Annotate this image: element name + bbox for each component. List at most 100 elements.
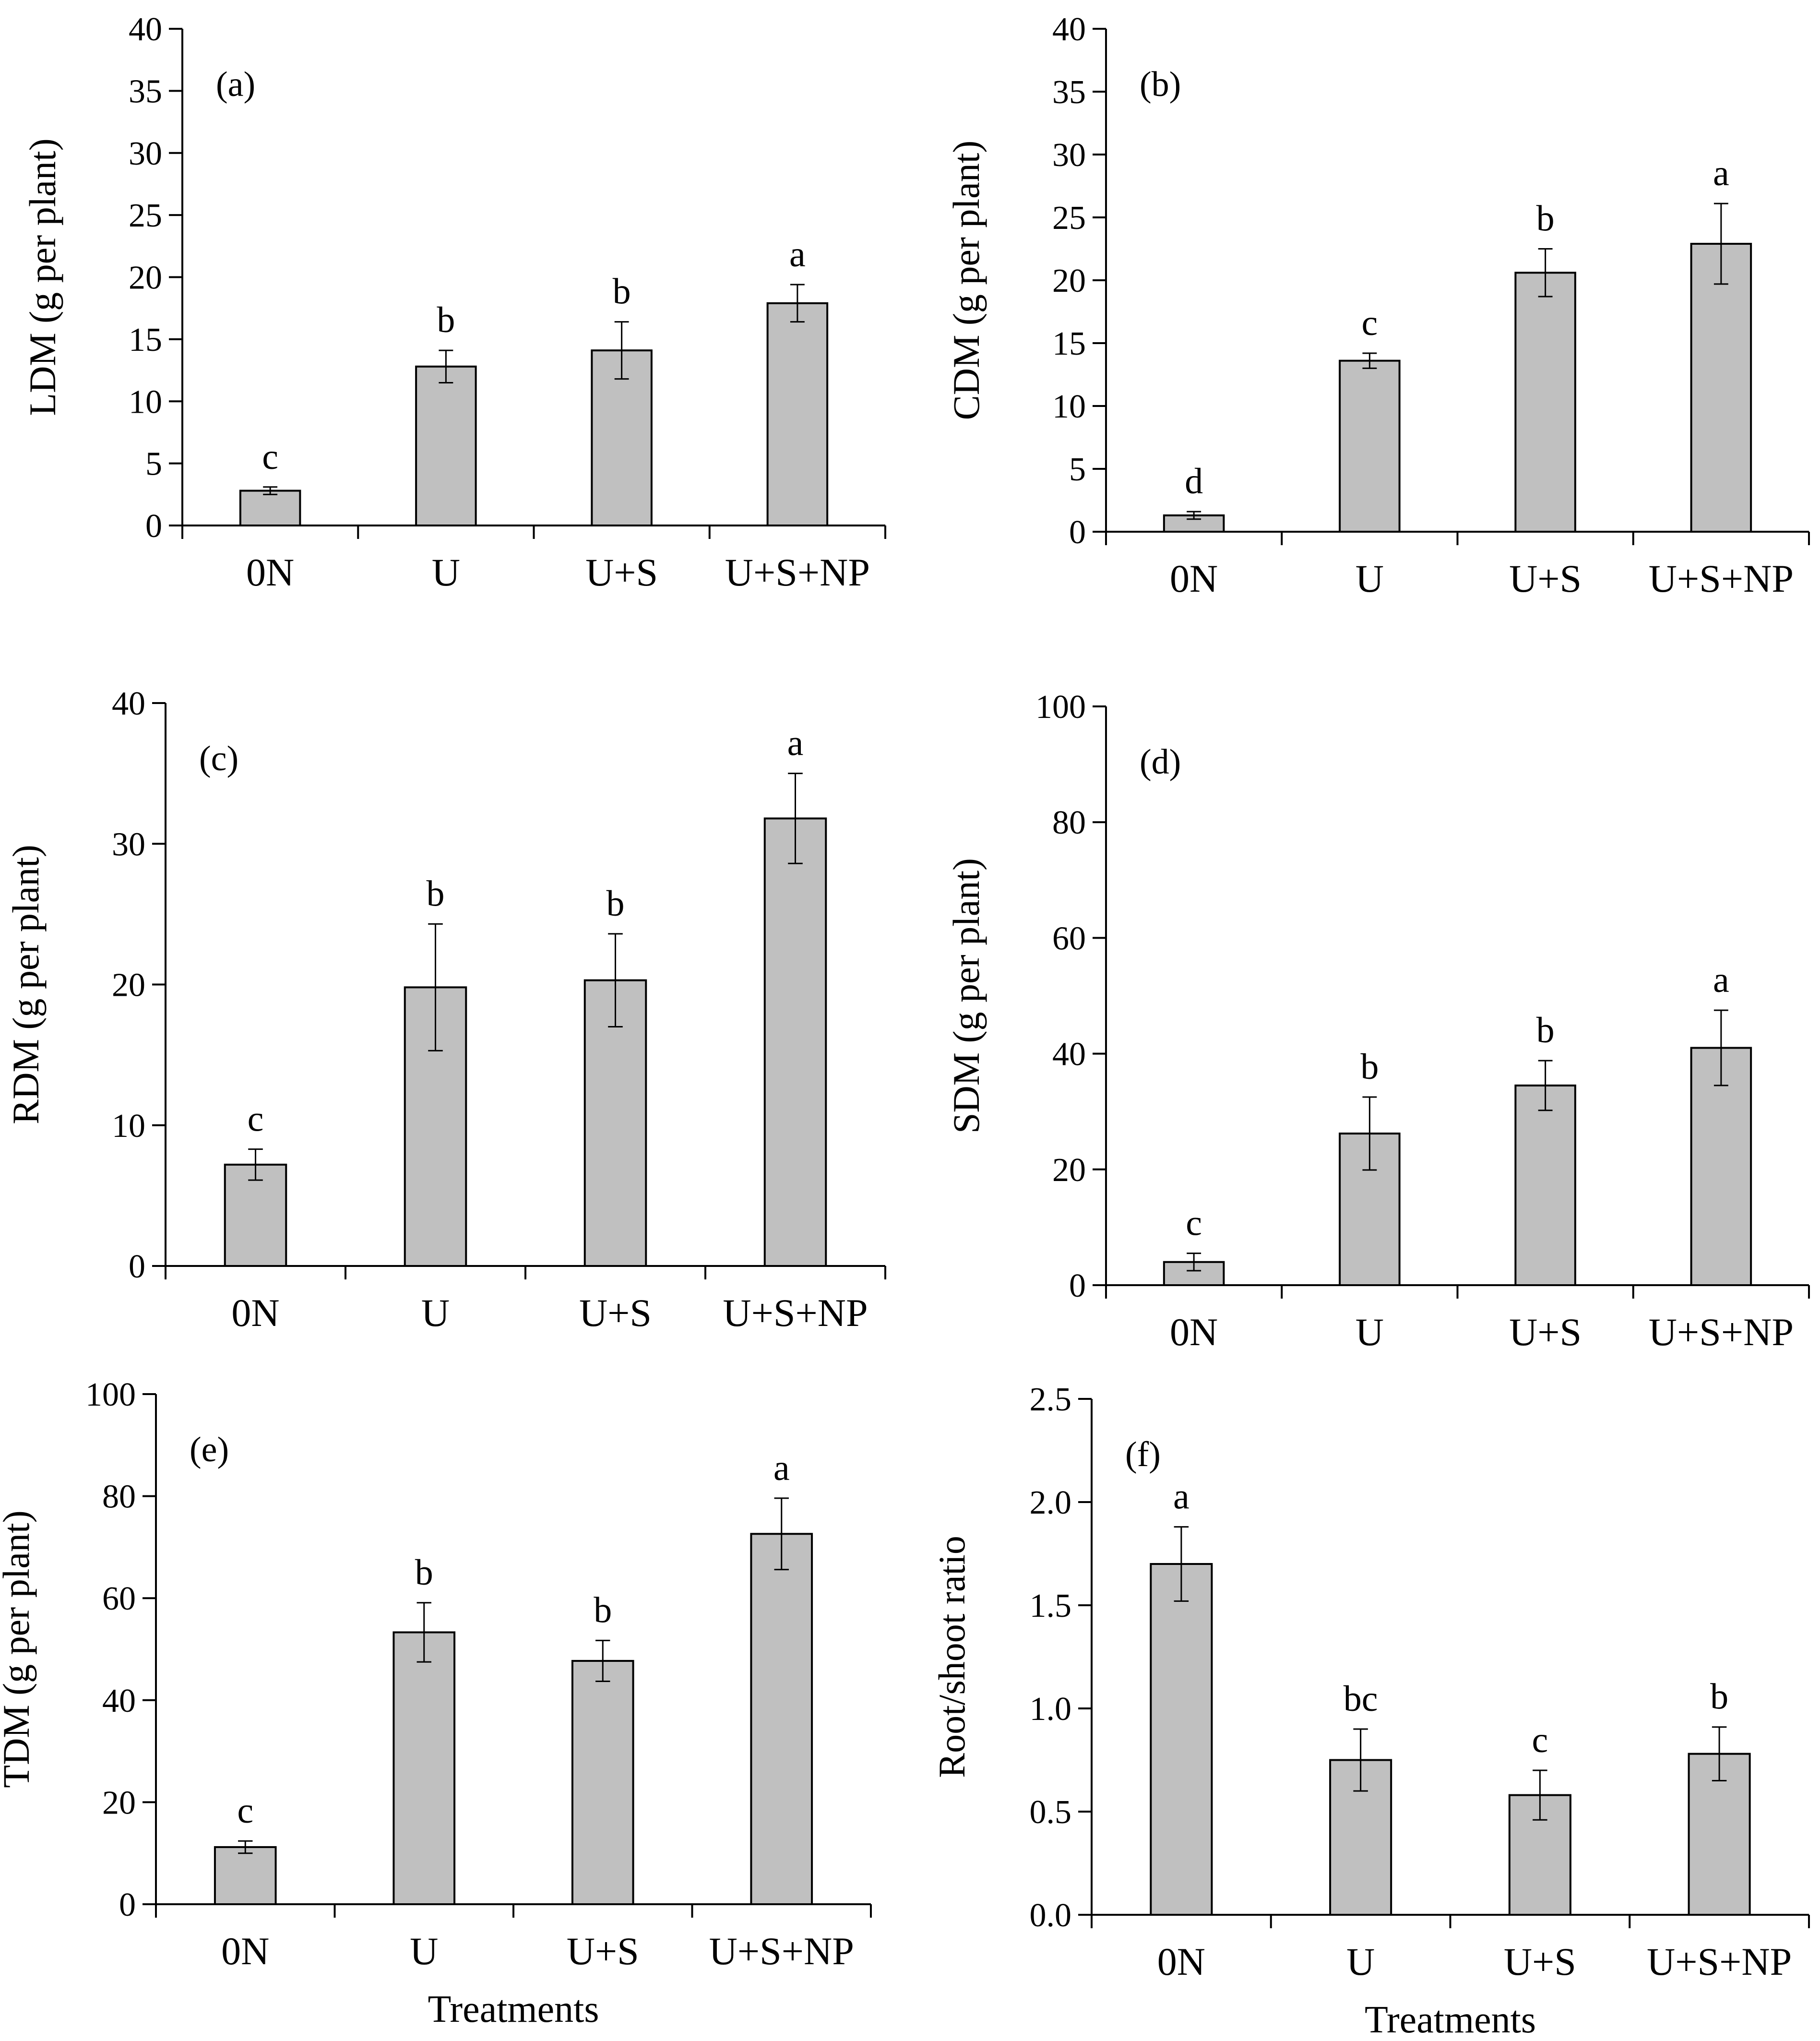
y-tick-label: 80: [102, 1479, 136, 1516]
bar-U+S: [1514, 1084, 1576, 1286]
bar-0N: [1150, 1563, 1213, 1916]
y-tick-label: 1.0: [1030, 1691, 1072, 1728]
chart-panel-f: 0.0 0.5 1.0 1.5 2.0 2.5 a 0N bc Uc U+S b U+S+NP (f) Ro…: [931, 1381, 1810, 2041]
bar-U: [1339, 359, 1401, 533]
y-tick-label: 35: [1052, 74, 1086, 111]
y-tick-label: 25: [1052, 200, 1086, 237]
x-tick-label: U: [1356, 557, 1384, 600]
significance-letter: b: [613, 272, 631, 312]
y-tick-label: 0.0: [1030, 1897, 1072, 1934]
y-tick-label: 20: [1052, 263, 1086, 299]
y-tick-label: 35: [129, 73, 162, 110]
bar-0N: [224, 1163, 287, 1267]
significance-letter: b: [1536, 1010, 1555, 1050]
chart-panel-e: 0 20 40 60 80 100 c 0N b Ub U+S a U+S+NP (e) TDM (g pe…: [0, 1376, 872, 2030]
y-tick-label: 25: [129, 197, 162, 234]
significance-letter: a: [1713, 960, 1729, 1000]
significance-letter: a: [789, 234, 806, 275]
panel-label: (f): [1125, 1435, 1161, 1474]
significance-letter: c: [237, 1790, 253, 1831]
y-tick-label: 5: [145, 446, 162, 483]
y-tick-label: 15: [129, 322, 162, 358]
x-tick-label: U: [421, 1291, 450, 1335]
bar-U+S: [1514, 272, 1576, 533]
x-tick-label: U+S: [1509, 1310, 1582, 1354]
chart-panel-b: 0 5 10 15 20 25 30 35 40 d 0N c Ub U+S a U+S+NP (b) CDM (…: [945, 11, 1810, 600]
y-tick-label: 20: [129, 260, 162, 297]
x-tick-label: U+S: [1509, 557, 1582, 600]
significance-letter: c: [1362, 303, 1378, 343]
bar-U+S+NP: [750, 1533, 813, 1905]
significance-letter: b: [1536, 199, 1555, 239]
bar-0N: [239, 489, 301, 526]
chart-panel-c: 0 10 20 30 40 c 0N b Ub U+S a U+S+NP (c) RDM (g per p…: [5, 685, 886, 1335]
x-tick-label: U+S+NP: [1649, 557, 1794, 600]
significance-letter: b: [594, 1590, 612, 1630]
panel-label: (b): [1140, 65, 1181, 104]
x-tick-label: U+S+NP: [1647, 1940, 1792, 1983]
y-tick-label: 20: [1052, 1152, 1086, 1189]
y-tick-label: 40: [112, 685, 145, 722]
y-tick-label: 0: [1069, 1267, 1086, 1304]
x-tick-label: 0N: [1157, 1940, 1205, 1983]
significance-letter: b: [1710, 1677, 1728, 1717]
significance-letter: a: [787, 723, 804, 764]
y-tick-label: 0: [119, 1886, 136, 1923]
x-axis-title: Treatments: [428, 1988, 599, 2030]
significance-letter: b: [607, 883, 625, 924]
bar-U+S+NP: [763, 817, 827, 1267]
x-tick-label: U: [1356, 1310, 1384, 1354]
chart-panel-a: 0 5 10 15 20 25 30 35 40 c 0N b Ub U+S a U+S+NP (a) LDM (…: [22, 11, 886, 594]
significance-letter: c: [262, 437, 278, 477]
y-axis-title: RDM (g per plant): [5, 845, 47, 1124]
y-tick-label: 80: [1052, 804, 1086, 841]
x-tick-label: U: [1346, 1940, 1375, 1983]
x-tick-label: U+S: [585, 550, 658, 594]
y-tick-label: 60: [1052, 920, 1086, 957]
y-tick-label: 10: [1052, 388, 1086, 425]
bar-U+S: [571, 1659, 634, 1905]
y-tick-label: 15: [1052, 325, 1086, 362]
y-tick-label: 60: [102, 1580, 136, 1617]
x-tick-label: 0N: [1170, 557, 1218, 600]
y-tick-label: 40: [1052, 11, 1086, 48]
y-tick-label: 0: [129, 1248, 145, 1285]
y-tick-label: 100: [1035, 689, 1086, 726]
panel-label: (a): [216, 65, 255, 104]
x-tick-label: U+S: [1504, 1940, 1576, 1983]
y-tick-label: 20: [102, 1784, 136, 1821]
bar-0N: [214, 1846, 277, 1906]
y-tick-label: 40: [129, 11, 162, 48]
y-tick-label: 0: [145, 508, 162, 545]
x-tick-label: U: [410, 1929, 438, 1973]
y-tick-label: 40: [1052, 1036, 1086, 1073]
panel-label: (e): [190, 1430, 229, 1469]
y-axis-title: TDM (g per plant): [0, 1510, 37, 1788]
x-tick-label: U: [432, 550, 460, 594]
bar-U+S: [583, 979, 647, 1267]
significance-letter: b: [427, 873, 445, 914]
significance-letter: b: [415, 1552, 433, 1593]
y-tick-label: 10: [129, 383, 162, 420]
y-axis-title: Root/shoot ratio: [931, 1536, 973, 1778]
bar-U: [415, 365, 477, 526]
y-tick-label: 40: [102, 1683, 136, 1719]
significance-letter: c: [1186, 1203, 1202, 1243]
significance-letter: bc: [1344, 1679, 1378, 1719]
significance-letter: c: [1532, 1720, 1548, 1760]
chart-panel-d: 0 20 40 60 80 100 c 0N b Ub U+S a U+S+NP (d) SDM (g pe…: [945, 689, 1810, 1354]
significance-letter: a: [1713, 153, 1729, 193]
y-tick-label: 0: [1069, 514, 1086, 551]
x-tick-label: U+S: [567, 1929, 639, 1973]
y-tick-label: 2.5: [1030, 1381, 1072, 1418]
y-tick-label: 30: [129, 135, 162, 172]
y-tick-label: 1.5: [1030, 1587, 1072, 1624]
panel-label: (d): [1140, 742, 1181, 782]
significance-letter: a: [773, 1448, 790, 1488]
y-tick-label: 0.5: [1030, 1794, 1072, 1831]
bar-U+S+NP: [1690, 243, 1752, 533]
significance-letter: b: [437, 300, 455, 340]
y-tick-label: 2.0: [1030, 1484, 1072, 1521]
y-tick-label: 30: [112, 826, 145, 863]
